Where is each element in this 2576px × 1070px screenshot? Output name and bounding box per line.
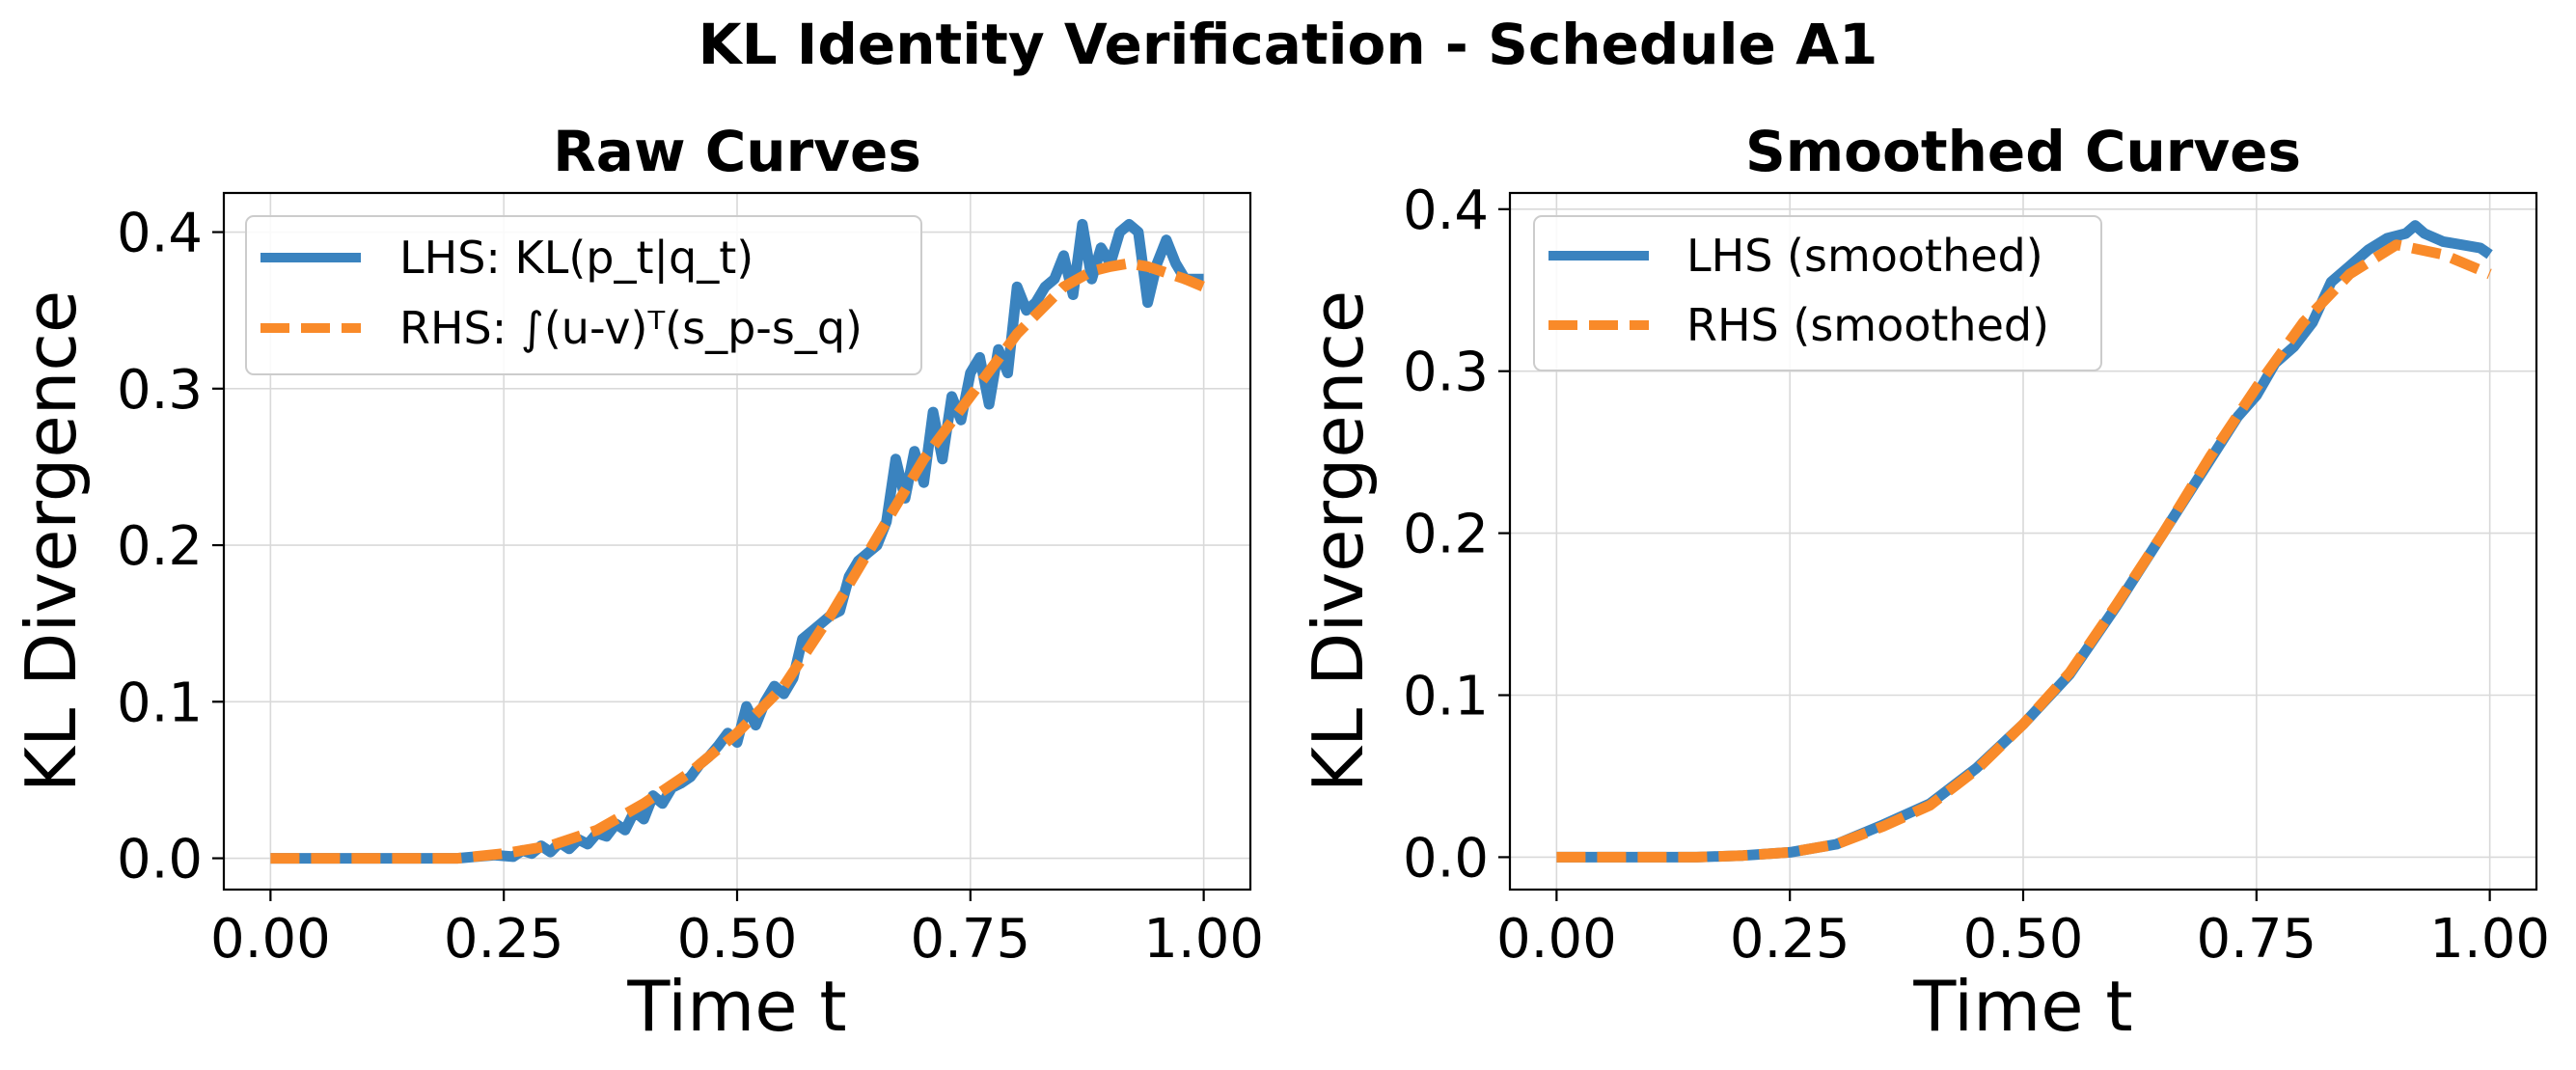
raw-y-tick-label: 0.2: [117, 515, 203, 578]
smoothed-x-tick-label: 0.75: [2196, 908, 2316, 971]
raw-curves-panel: 0.00 0.25 0.50 0.75 1.00 0.0 0.1 0.2 0.3 0.4 Raw …: [11, 119, 1264, 1047]
smoothed-x-tick-label: 0.00: [1496, 908, 1617, 971]
smoothed-curves-title: Smoothed Curves: [1745, 119, 2301, 184]
raw-x-tick-label: 0.00: [210, 908, 331, 971]
raw-y-tick-label: 0.3: [117, 359, 203, 422]
raw-x-tick-label: 1.00: [1143, 908, 1264, 971]
smoothed-y-tick-label: 0.3: [1403, 342, 1489, 404]
figure-title: KL Identity Verification - Schedule A1: [699, 12, 1878, 77]
raw-legend: LHS: KL(p_t|q_t) RHS: ∫(u-v)ᵀ(s_p-s_q): [245, 215, 922, 375]
smoothed-legend-lhs-label: LHS (smoothed): [1686, 230, 2043, 282]
smoothed-x-axis-label: Time t: [1912, 966, 2132, 1047]
smoothed-y-tick-label: 0.1: [1403, 666, 1489, 728]
smoothed-rhs-line: [1556, 239, 2492, 863]
smoothed-y-tick-label: 0.2: [1403, 504, 1489, 566]
raw-x-tick-label: 0.50: [677, 908, 798, 971]
raw-x-axis-label: Time t: [626, 966, 846, 1047]
smoothed-curves-panel: 0.00 0.25 0.50 0.75 1.00 0.0 0.1 0.2 0.3 0.4 Smoo…: [1298, 119, 2550, 1047]
smoothed-x-tick-label: 1.00: [2429, 908, 2550, 971]
smoothed-legend-rhs-label: RHS (smoothed): [1686, 299, 2049, 351]
raw-y-axis-label: KL Divergence: [11, 290, 92, 792]
smoothed-y-axis-label: KL Divergence: [1298, 290, 1379, 792]
smoothed-legend-box: [1533, 215, 2102, 371]
raw-legend-rhs-label: RHS: ∫(u-v)ᵀ(s_p-s_q): [399, 302, 863, 354]
raw-legend-box: [245, 215, 922, 375]
raw-x-tick-label: 0.75: [910, 908, 1030, 971]
raw-legend-lhs-label: LHS: KL(p_t|q_t): [399, 232, 754, 285]
smoothed-legend: LHS (smoothed) RHS (smoothed): [1533, 215, 2102, 371]
raw-x-tick-label: 0.25: [444, 908, 564, 971]
raw-y-tick-label: 0.0: [117, 829, 203, 892]
raw-y-tick-label: 0.4: [117, 203, 203, 265]
raw-curves-title: Raw Curves: [553, 119, 921, 184]
smoothed-y-tick-label: 0.4: [1403, 179, 1489, 242]
raw-rhs-line: [270, 258, 1206, 864]
smoothed-y-tick-label: 0.0: [1403, 827, 1489, 890]
smoothed-lhs-line: [1556, 220, 2493, 863]
raw-y-tick-label: 0.1: [117, 672, 203, 734]
raw-lhs-line: [270, 218, 1204, 864]
smoothed-x-tick-label: 0.25: [1730, 908, 1850, 971]
smoothed-x-tick-label: 0.50: [1963, 908, 2084, 971]
